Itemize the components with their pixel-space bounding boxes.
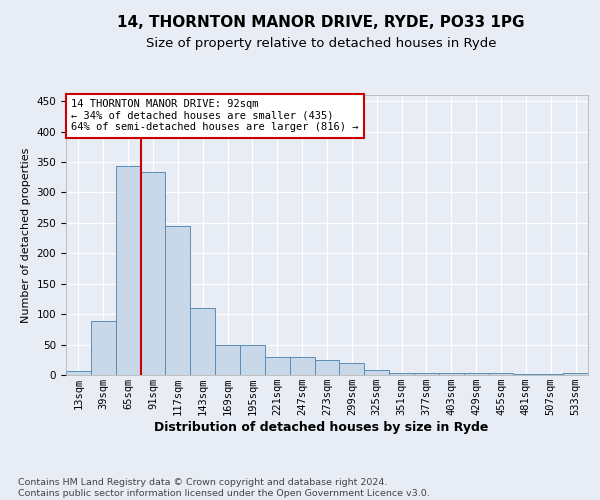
Text: 14, THORNTON MANOR DRIVE, RYDE, PO33 1PG: 14, THORNTON MANOR DRIVE, RYDE, PO33 1PG [117, 15, 525, 30]
Bar [538, 374, 563, 375]
Bar [166, 226, 190, 375]
Bar [190, 308, 215, 375]
Bar [116, 166, 140, 375]
Text: 14 THORNTON MANOR DRIVE: 92sqm
← 34% of detached houses are smaller (435)
64% of: 14 THORNTON MANOR DRIVE: 92sqm ← 34% of … [71, 99, 359, 132]
Bar [563, 372, 588, 375]
Bar [439, 372, 464, 375]
Bar [389, 372, 414, 375]
Text: Size of property relative to detached houses in Ryde: Size of property relative to detached ho… [146, 38, 496, 51]
Bar [290, 356, 314, 375]
Bar [414, 372, 439, 375]
Bar [514, 374, 538, 375]
Bar [488, 372, 514, 375]
Bar [91, 322, 116, 375]
Bar [265, 356, 290, 375]
Bar [140, 172, 166, 375]
Bar [66, 372, 91, 375]
Bar [340, 363, 364, 375]
Y-axis label: Number of detached properties: Number of detached properties [21, 148, 31, 322]
Text: Contains HM Land Registry data © Crown copyright and database right 2024.
Contai: Contains HM Land Registry data © Crown c… [18, 478, 430, 498]
Bar [364, 370, 389, 375]
Bar [464, 372, 488, 375]
Text: Distribution of detached houses by size in Ryde: Distribution of detached houses by size … [154, 421, 488, 434]
Bar [215, 345, 240, 375]
Bar [314, 360, 340, 375]
Bar [240, 345, 265, 375]
